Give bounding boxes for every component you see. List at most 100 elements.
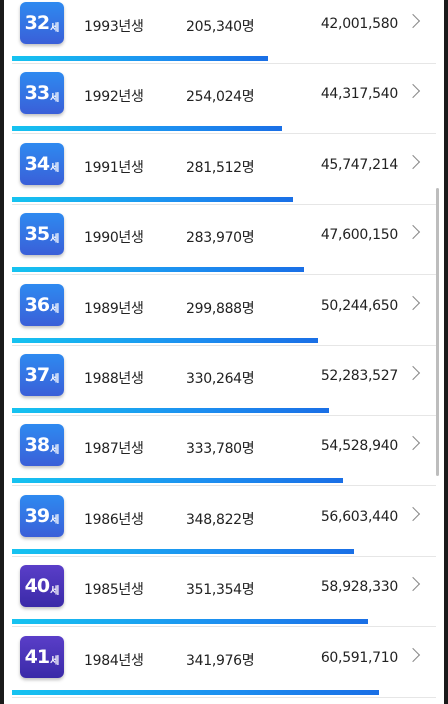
row-divider — [12, 626, 436, 628]
chevron-right-icon[interactable] — [405, 154, 421, 169]
age-list: 32 세 1993년생 205,340명 42,001,580 33 세 199… — [4, 0, 444, 698]
birth-year: 1991년생 — [84, 159, 144, 176]
row-divider — [12, 274, 436, 276]
age-badge: 34 세 — [20, 142, 64, 185]
chevron-right-icon[interactable] — [405, 506, 421, 521]
age-unit: 세 — [50, 92, 60, 104]
progress-bar — [12, 337, 318, 343]
age-badge: 35 세 — [20, 213, 64, 256]
age-unit: 세 — [50, 444, 60, 456]
age-unit: 세 — [50, 233, 60, 245]
list-item[interactable]: 33 세 1992년생 254,024명 44,317,540 — [4, 64, 444, 135]
amount-value: 47,600,150 — [320, 227, 398, 244]
population-count: 351,354명 — [186, 582, 255, 599]
chevron-right-icon[interactable] — [405, 436, 421, 451]
population-count: 333,780명 — [186, 441, 255, 458]
birth-year: 1990년생 — [84, 230, 144, 247]
age-value: 36 — [24, 293, 50, 316]
chevron-right-icon[interactable] — [405, 295, 421, 310]
birth-year: 1992년생 — [84, 89, 144, 106]
age-unit: 세 — [50, 515, 60, 527]
amount-value: 50,244,650 — [320, 297, 398, 314]
age-badge: 36 세 — [20, 283, 64, 326]
list-item[interactable]: 37 세 1988년생 330,264명 52,283,527 — [4, 346, 444, 416]
amount-value: 58,928,330 — [320, 579, 398, 596]
list-item[interactable]: 34 세 1991년생 281,512명 45,747,214 — [4, 135, 444, 205]
row-divider — [12, 133, 436, 135]
chevron-right-icon[interactable] — [405, 84, 421, 99]
age-value: 32 — [24, 12, 50, 34]
population-count: 341,976명 — [186, 652, 255, 669]
amount-value: 56,603,440 — [320, 508, 398, 525]
app-window: 32 세 1993년생 205,340명 42,001,580 33 세 199… — [4, 0, 444, 704]
list-item[interactable]: 41 세 1984년생 341,976명 60,591,710 — [4, 628, 444, 698]
progress-bar — [12, 267, 304, 273]
chevron-right-icon[interactable] — [405, 647, 421, 662]
row-divider — [12, 555, 436, 557]
amount-value: 45,747,214 — [320, 156, 398, 173]
progress-bar — [12, 478, 343, 484]
birth-year: 1987년생 — [84, 441, 144, 458]
row-divider — [12, 344, 436, 346]
amount-value: 60,591,710 — [320, 649, 398, 666]
progress-bar — [12, 689, 379, 695]
amount-value: 52,283,527 — [320, 367, 398, 384]
age-unit: 세 — [50, 656, 60, 668]
age-badge: 37 세 — [20, 353, 64, 396]
birth-year: 1985년생 — [84, 582, 144, 599]
age-badge: 38 세 — [20, 424, 64, 467]
population-count: 299,888명 — [186, 300, 255, 317]
progress-bar — [12, 126, 282, 132]
age-unit: 세 — [50, 304, 60, 316]
age-value: 37 — [24, 363, 50, 386]
row-divider — [12, 485, 436, 487]
list-item[interactable]: 36 세 1989년생 299,888명 50,244,650 — [4, 276, 444, 346]
progress-bar — [12, 619, 368, 625]
list-item[interactable]: 32 세 1993년생 205,340명 42,001,580 — [4, 0, 444, 64]
row-divider — [12, 696, 436, 698]
chevron-right-icon[interactable] — [405, 13, 421, 29]
age-unit: 세 — [50, 585, 60, 597]
age-value: 34 — [24, 152, 50, 175]
row-divider — [12, 414, 436, 416]
age-unit: 세 — [50, 163, 60, 175]
amount-value: 42,001,580 — [320, 16, 398, 32]
population-count: 281,512명 — [186, 159, 255, 176]
age-unit: 세 — [50, 22, 60, 34]
age-value: 40 — [24, 575, 50, 598]
population-count: 254,024명 — [186, 89, 255, 106]
population-count: 330,264명 — [186, 370, 255, 387]
age-badge: 41 세 — [20, 635, 64, 678]
amount-value: 54,528,940 — [320, 438, 398, 455]
amount-value: 44,317,540 — [320, 86, 398, 103]
birth-year: 1993년생 — [84, 19, 144, 35]
age-badge: 33 세 — [20, 72, 64, 115]
age-value: 41 — [24, 645, 50, 668]
chevron-right-icon[interactable] — [405, 225, 421, 240]
list-item[interactable]: 35 세 1990년생 283,970명 47,600,150 — [4, 205, 444, 276]
row-divider — [12, 203, 436, 205]
birth-year: 1986년생 — [84, 511, 144, 528]
list-item[interactable]: 39 세 1986년생 348,822명 56,603,440 — [4, 487, 444, 557]
age-value: 38 — [24, 434, 50, 457]
age-badge: 40 세 — [20, 565, 64, 608]
list-item[interactable]: 40 세 1985년생 351,354명 58,928,330 — [4, 557, 444, 628]
age-value: 35 — [24, 223, 50, 246]
population-count: 283,970명 — [186, 230, 255, 247]
progress-bar — [12, 56, 268, 61]
scrollbar[interactable] — [436, 188, 439, 476]
age-value: 33 — [24, 82, 50, 105]
progress-bar — [12, 196, 293, 202]
birth-year: 1988년생 — [84, 370, 144, 387]
progress-bar — [12, 407, 329, 413]
age-unit: 세 — [50, 374, 60, 386]
list-item[interactable]: 38 세 1987년생 333,780명 54,528,940 — [4, 416, 444, 487]
chevron-right-icon[interactable] — [405, 577, 421, 592]
chevron-right-icon[interactable] — [405, 365, 421, 381]
birth-year: 1989년생 — [84, 300, 144, 317]
birth-year: 1984년생 — [84, 652, 144, 669]
progress-bar — [12, 548, 354, 554]
population-count: 348,822명 — [186, 511, 255, 528]
age-value: 39 — [24, 504, 50, 527]
population-count: 205,340명 — [186, 19, 255, 35]
